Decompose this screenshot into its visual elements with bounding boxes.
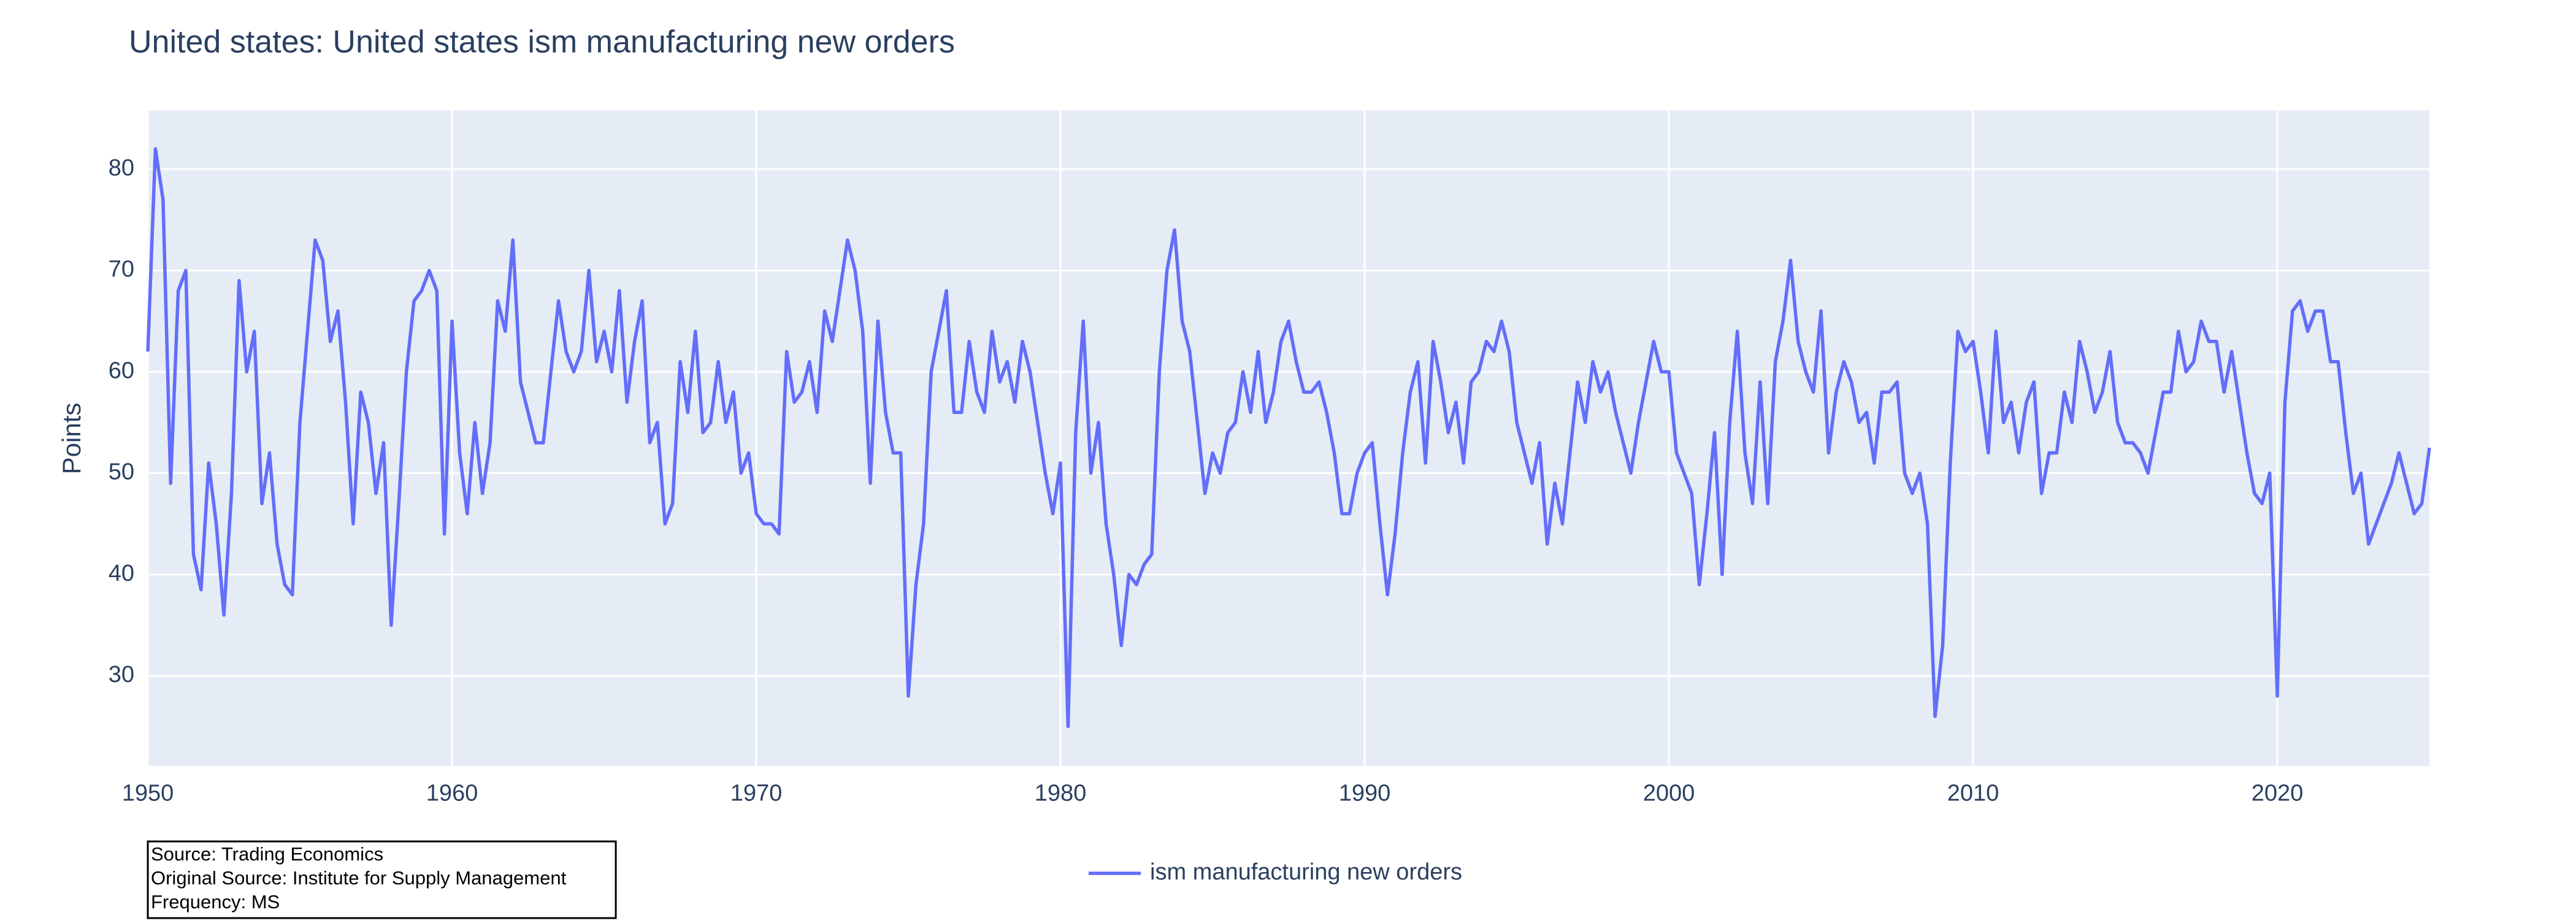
y-tick-label: 80 (109, 155, 134, 181)
x-tick-label: 2020 (2252, 780, 2304, 806)
y-tick-label: 50 (109, 459, 134, 485)
x-tick-label: 1950 (122, 780, 174, 806)
y-tick-label: 70 (109, 256, 134, 282)
x-tick-label: 1970 (730, 780, 783, 806)
x-tick-label: 2010 (1947, 780, 1999, 806)
data-line (146, 147, 2431, 729)
y-tick-label: 60 (109, 358, 134, 383)
y-tick-label: 40 (109, 561, 134, 586)
legend-label: ism manufacturing new orders (1150, 859, 1462, 885)
x-tick-label: 2000 (1643, 780, 1695, 806)
y-axis-label: Points (57, 403, 86, 475)
annotation-line: Frequency: MS (151, 891, 280, 913)
annotation-box (147, 840, 617, 919)
x-tick-label: 1980 (1035, 780, 1087, 806)
x-tick-label: 1990 (1339, 780, 1391, 806)
y-tick-label: 30 (109, 662, 134, 687)
annotation-line: Original Source: Institute for Supply Ma… (151, 867, 567, 889)
plot-background (148, 110, 2429, 766)
annotation-line: Source: Trading Economics (151, 843, 383, 865)
chart-title: United states: United states ism manufac… (129, 25, 955, 60)
x-tick-label: 1960 (426, 780, 478, 806)
